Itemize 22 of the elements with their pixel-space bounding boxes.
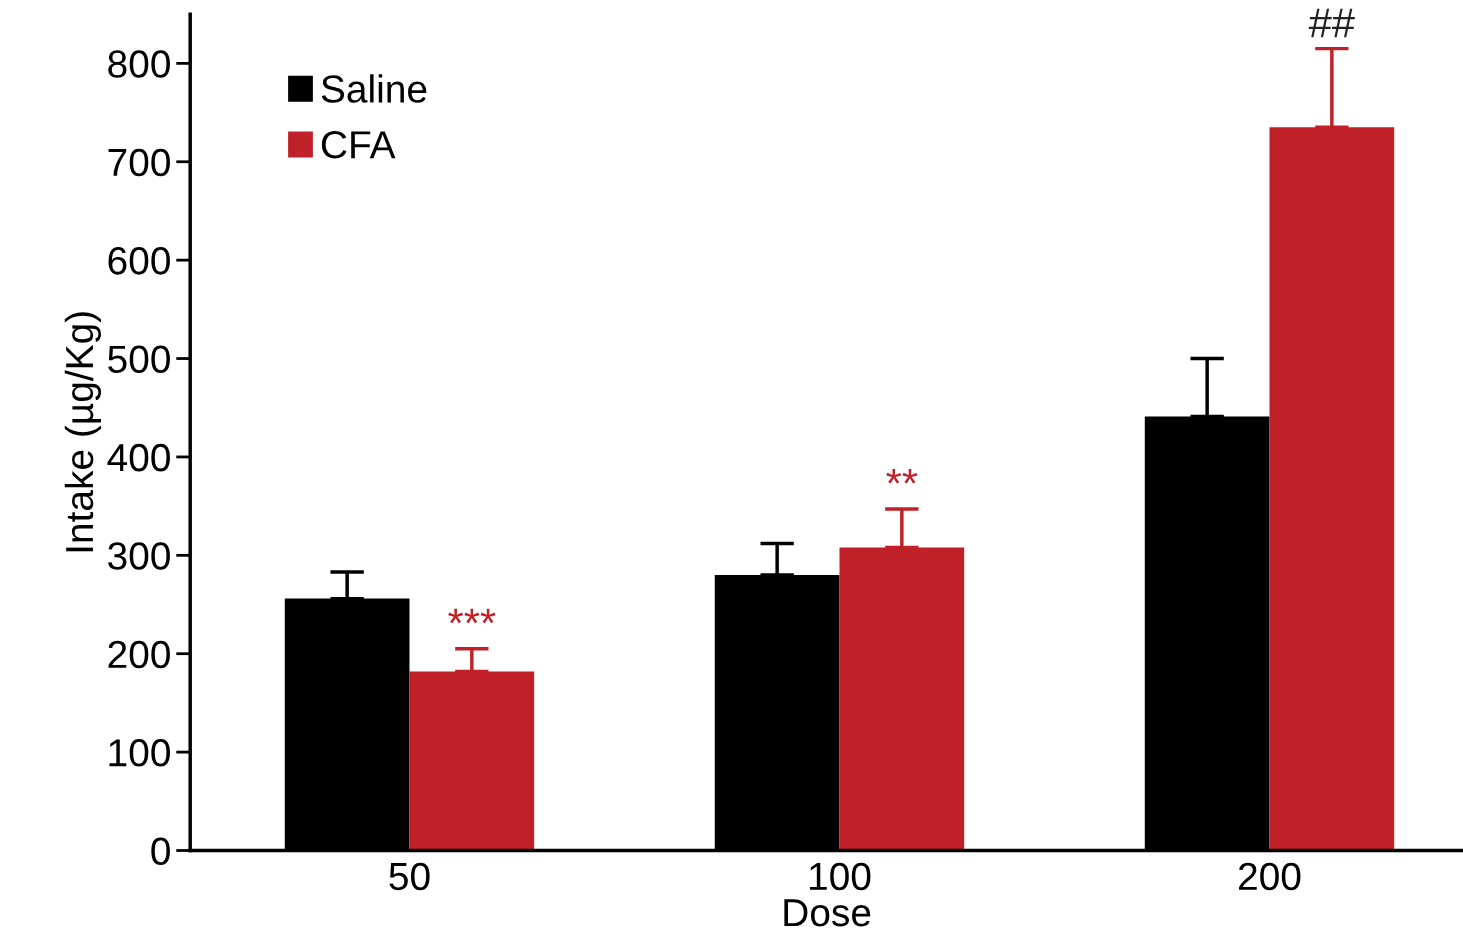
y-tick-label: 500 bbox=[108, 345, 170, 374]
annotation: ** bbox=[886, 468, 918, 484]
x-axis-title: Dose bbox=[784, 899, 871, 927]
bar bbox=[1269, 127, 1395, 851]
y-tick-label: 200 bbox=[108, 640, 170, 669]
y-tick-label: 800 bbox=[108, 50, 170, 78]
annotation: *** bbox=[448, 608, 496, 624]
bar bbox=[409, 671, 535, 851]
y-tick-label: 300 bbox=[108, 542, 170, 570]
x-tick-label: 100 bbox=[810, 862, 871, 891]
legend-label: CFA bbox=[321, 130, 396, 159]
y-tick-label: 400 bbox=[107, 443, 170, 472]
legend-label: Saline bbox=[321, 74, 427, 103]
y-axis-title: Intake (µg/Kg) bbox=[64, 312, 102, 552]
y-tick-label: 700 bbox=[108, 148, 170, 177]
x-tick-label: 50 bbox=[389, 862, 430, 891]
y-tick-label: 0 bbox=[151, 837, 170, 865]
bar bbox=[839, 547, 965, 851]
x-tick-label: 200 bbox=[1239, 862, 1301, 891]
annotation: ## bbox=[1308, 8, 1355, 38]
y-tick-label: 100 bbox=[109, 739, 170, 767]
y-tick-label: 600 bbox=[108, 247, 170, 275]
